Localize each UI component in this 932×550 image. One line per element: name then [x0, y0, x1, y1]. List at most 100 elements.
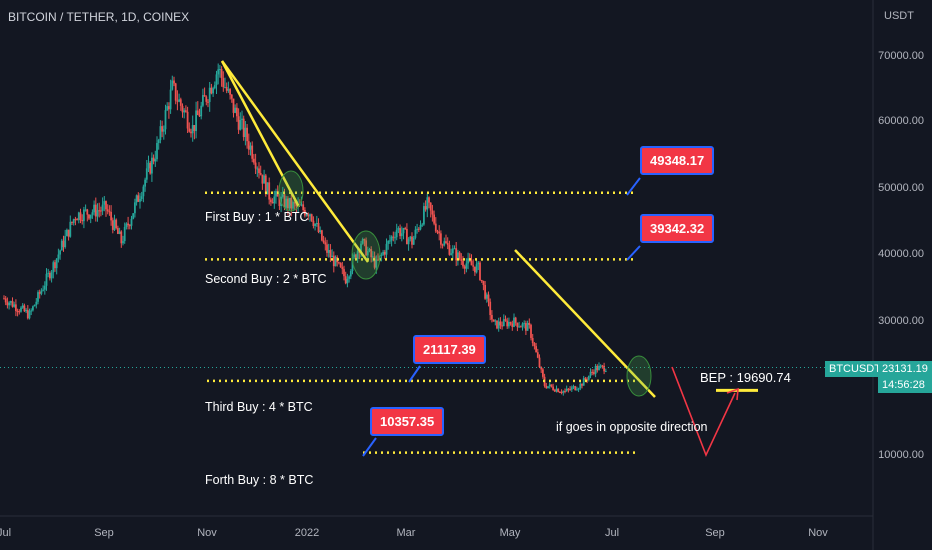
candle-body [564, 391, 566, 393]
candle-body [322, 240, 325, 243]
candle-body [64, 236, 67, 248]
candle-body [448, 244, 451, 255]
candle-body [84, 209, 87, 211]
candle-body [166, 106, 169, 111]
candle-body [292, 202, 294, 209]
first-buy-note[interactable]: First Buy : 1 * BTC [205, 210, 309, 224]
candle-body [30, 310, 33, 312]
candle-body [346, 278, 349, 284]
candle-body [366, 251, 369, 256]
candle-body [23, 305, 26, 312]
candle-body [128, 225, 131, 227]
candle-body [6, 302, 9, 306]
candle-body [604, 371, 607, 373]
candle-body [440, 233, 442, 245]
candle-body [404, 228, 407, 230]
price-callout-3[interactable]: 21117.39 [413, 335, 486, 364]
candle-body [300, 204, 303, 206]
price-callout-4[interactable]: 10357.35 [370, 407, 445, 436]
candle-body [525, 323, 527, 331]
candle-body [256, 168, 259, 170]
candle-body [479, 262, 481, 280]
candle-body [37, 292, 39, 302]
candle-body [127, 223, 129, 226]
candle-body [484, 284, 486, 299]
candle-body [589, 371, 592, 376]
candle-body [220, 69, 223, 79]
candle-body [436, 231, 439, 233]
candle-body [186, 111, 189, 129]
currency-label: USDT [884, 10, 914, 22]
candle-body [101, 204, 104, 211]
candle-body [553, 389, 556, 392]
candle-body [15, 304, 17, 311]
candle-body [151, 157, 153, 174]
candle-body [365, 240, 367, 256]
candle-body [168, 106, 170, 110]
candle-body [531, 337, 534, 344]
candle-body [304, 209, 306, 216]
candle-body [377, 259, 379, 261]
candle-body [232, 98, 235, 113]
time-tick: 2022 [294, 527, 320, 539]
candle-body [288, 197, 291, 209]
candle-body [516, 322, 519, 328]
candle-body [205, 96, 208, 102]
candle-body [569, 389, 571, 391]
candle-body [514, 317, 517, 323]
forth-buy-note[interactable]: Forth Buy : 8 * BTC [205, 473, 314, 487]
candle-body [60, 240, 63, 251]
candle-body [470, 260, 473, 266]
bep-note[interactable]: BEP : 19690.74 [700, 370, 791, 385]
candle-body [21, 305, 24, 308]
time-tick: May [499, 527, 521, 539]
candle-body [26, 309, 29, 319]
candle-body [42, 289, 44, 291]
second-buy-note[interactable]: Second Buy : 2 * BTC [205, 272, 327, 286]
candle-body [305, 214, 308, 216]
candle-body [213, 85, 216, 89]
third-buy-note[interactable]: Third Buy : 4 * BTC [205, 400, 313, 414]
candle-body [254, 162, 257, 169]
candle-body [258, 168, 260, 173]
candle-body [203, 95, 206, 97]
candle-body [400, 233, 403, 237]
countdown-badge: 14:56:28 [878, 377, 932, 393]
candle-body [499, 321, 502, 326]
candle-body [108, 211, 111, 213]
candle-body [236, 107, 238, 117]
candle-body [142, 186, 145, 197]
candle-body [96, 210, 99, 217]
candle-body [268, 182, 271, 200]
candle-body [511, 323, 514, 327]
candle-body [477, 262, 480, 265]
price-callout-2[interactable]: 39342.32 [640, 214, 715, 243]
time-tick: Sep [705, 527, 725, 539]
candle-body [181, 105, 184, 113]
price-callout-1[interactable]: 49348.17 [640, 146, 715, 175]
candle-body [207, 101, 209, 103]
candle-body [249, 145, 252, 150]
candle-body [315, 223, 318, 225]
candle-body [157, 140, 160, 143]
candle-body [338, 262, 340, 264]
candle-body [106, 209, 109, 212]
candle-body [348, 276, 350, 279]
candle-body [193, 125, 196, 132]
zone-highlight [351, 230, 381, 280]
candle-body [18, 311, 21, 313]
candle-body [293, 202, 296, 204]
candle-body [49, 272, 51, 279]
candle-body [241, 118, 243, 120]
candle-body [596, 366, 599, 371]
price-tick: 30000.00 [878, 315, 924, 327]
candle-body [382, 251, 384, 255]
price-tick: 10000.00 [878, 449, 924, 461]
candle-body [416, 228, 418, 230]
opposite-direction-note[interactable]: if goes in opposite direction [556, 420, 708, 434]
candle-body [253, 158, 255, 163]
candle-body [212, 88, 214, 94]
candle-body [115, 219, 118, 229]
